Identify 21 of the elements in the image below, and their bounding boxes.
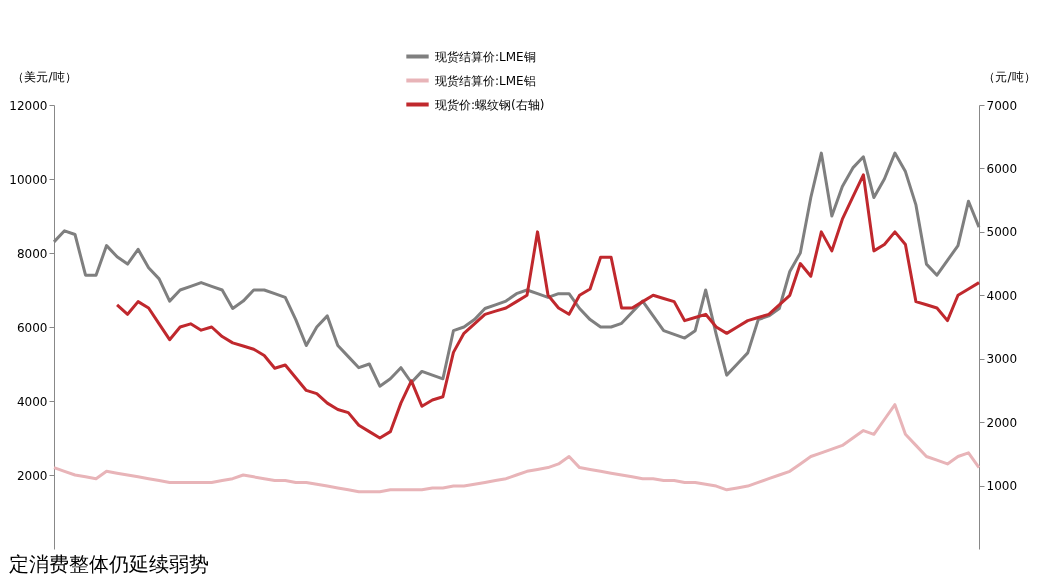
legend-label: 现货价:螺纹钢(右轴) (435, 97, 545, 112)
y2-tick-label: 6000 (986, 161, 1018, 176)
y2-tick-label: 3000 (986, 352, 1018, 367)
y2-tick-label: 7000 (986, 98, 1018, 113)
y2-tick-label: 4000 (986, 288, 1018, 303)
y-tick-label: 4000 (16, 394, 48, 409)
y-tick-label: 10000 (9, 172, 48, 187)
line-series (115, 173, 981, 440)
y2-tick-label: 2000 (986, 415, 1018, 430)
y-tick-label: 8000 (16, 246, 48, 261)
y2-axis-title: （元/吨） (983, 69, 1036, 84)
y-tick-label: 2000 (16, 468, 48, 483)
y2-tick-label: 1000 (986, 479, 1018, 494)
y-tick-label: 12000 (9, 98, 48, 113)
y-axis-title: （美元/吨） (12, 69, 77, 84)
line-series (52, 403, 981, 494)
y-tick-label: 6000 (16, 320, 48, 335)
y2-tick-label: 5000 (986, 225, 1018, 240)
legend-label: 现货结算价:LME铝 (435, 73, 536, 88)
text: 定消费整体仍延续弱势 (8, 552, 209, 576)
legend-label: 现货结算价:LME铜 (435, 49, 536, 64)
